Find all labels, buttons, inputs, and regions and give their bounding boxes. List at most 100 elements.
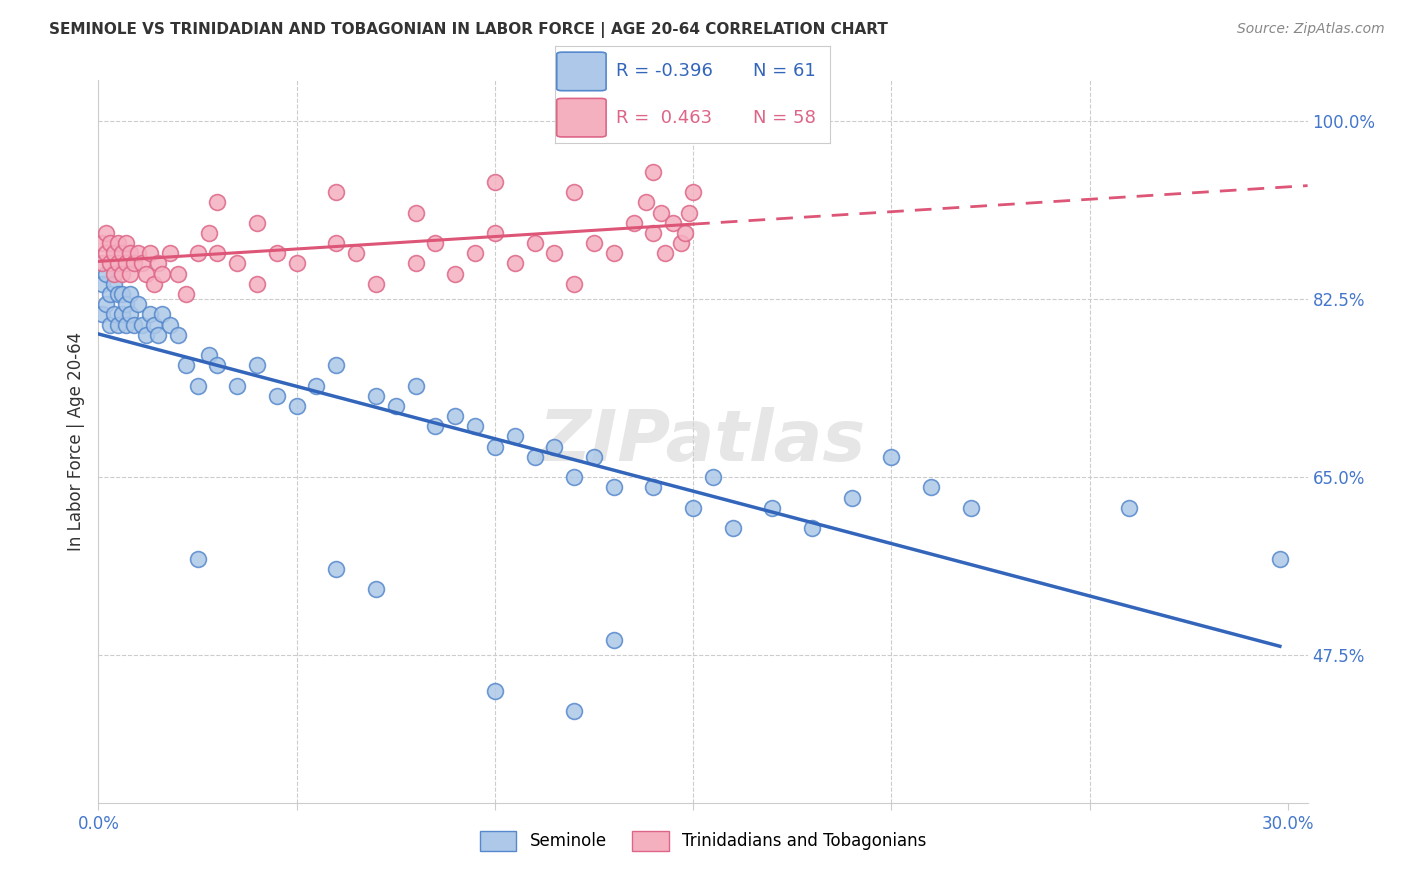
Point [127, 297, 149, 311]
Point [198, 226, 221, 240]
Point [582, 450, 605, 464]
Point [266, 389, 288, 403]
Point [643, 165, 665, 179]
Point [91, 307, 114, 321]
Point [150, 307, 173, 321]
Point [484, 226, 506, 240]
Point [174, 287, 197, 301]
Point [111, 246, 134, 260]
Point [96, 246, 118, 260]
Point [146, 327, 169, 342]
Point [115, 318, 138, 332]
Point [582, 236, 605, 251]
Point [111, 307, 134, 321]
Point [325, 236, 347, 251]
Point [98, 236, 121, 251]
Point [364, 582, 387, 596]
Point [111, 287, 134, 301]
Point [801, 521, 824, 535]
Point [444, 267, 467, 281]
Point [120, 287, 142, 301]
Point [91, 236, 114, 251]
Point [226, 378, 249, 392]
Point [678, 205, 700, 219]
Point [266, 246, 288, 260]
Point [246, 216, 269, 230]
Point [654, 246, 676, 260]
Point [98, 287, 121, 301]
Point [135, 327, 157, 342]
Point [761, 500, 783, 515]
Point [702, 470, 724, 484]
Point [364, 277, 387, 291]
Point [444, 409, 467, 423]
FancyBboxPatch shape [557, 98, 606, 137]
Point [111, 267, 134, 281]
Point [120, 267, 142, 281]
Text: Source: ZipAtlas.com: Source: ZipAtlas.com [1237, 22, 1385, 37]
Point [643, 480, 665, 494]
Point [562, 470, 585, 484]
Point [523, 450, 546, 464]
Point [325, 185, 347, 199]
Point [131, 256, 153, 270]
Y-axis label: In Labor Force | Age 20-64: In Labor Force | Age 20-64 [66, 332, 84, 551]
Point [91, 256, 114, 270]
Point [662, 216, 685, 230]
Point [603, 246, 626, 260]
Point [150, 267, 173, 281]
Point [91, 277, 114, 291]
Point [115, 236, 138, 251]
Point [623, 216, 645, 230]
Point [603, 480, 626, 494]
Point [96, 226, 118, 240]
Point [305, 378, 328, 392]
Point [135, 267, 157, 281]
Text: ZIPatlas: ZIPatlas [540, 407, 866, 476]
Point [142, 318, 165, 332]
Point [405, 378, 427, 392]
Point [285, 399, 308, 413]
Point [207, 195, 229, 210]
Point [841, 491, 863, 505]
Point [562, 277, 585, 291]
Point [146, 256, 169, 270]
Point [959, 500, 981, 515]
Point [425, 419, 447, 434]
Point [405, 256, 427, 270]
Point [484, 440, 506, 454]
Point [603, 632, 626, 647]
Text: N = 58: N = 58 [752, 109, 815, 127]
Point [98, 256, 121, 270]
Point [562, 704, 585, 718]
Point [464, 246, 486, 260]
Point [543, 246, 565, 260]
FancyBboxPatch shape [557, 52, 606, 91]
Text: N = 61: N = 61 [752, 62, 815, 80]
Point [1268, 551, 1291, 566]
Point [325, 562, 347, 576]
Point [120, 246, 142, 260]
Point [115, 297, 138, 311]
Point [122, 318, 145, 332]
Point [186, 378, 208, 392]
Point [226, 256, 249, 270]
Point [103, 267, 125, 281]
Point [115, 256, 138, 270]
Point [174, 358, 197, 372]
Point [562, 185, 585, 199]
Point [139, 307, 162, 321]
Point [669, 236, 692, 251]
Point [1118, 500, 1140, 515]
Point [207, 358, 229, 372]
Point [120, 307, 142, 321]
Point [166, 267, 188, 281]
Text: R =  0.463: R = 0.463 [616, 109, 711, 127]
Point [682, 500, 704, 515]
Point [186, 551, 208, 566]
Point [207, 246, 229, 260]
Point [503, 256, 526, 270]
Point [139, 246, 162, 260]
Point [186, 246, 208, 260]
Point [503, 429, 526, 443]
